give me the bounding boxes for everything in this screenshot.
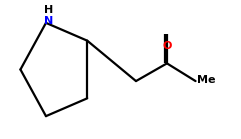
Text: Me: Me — [197, 75, 215, 85]
Text: N: N — [44, 17, 53, 27]
Text: H: H — [44, 5, 53, 15]
Text: O: O — [162, 41, 172, 51]
